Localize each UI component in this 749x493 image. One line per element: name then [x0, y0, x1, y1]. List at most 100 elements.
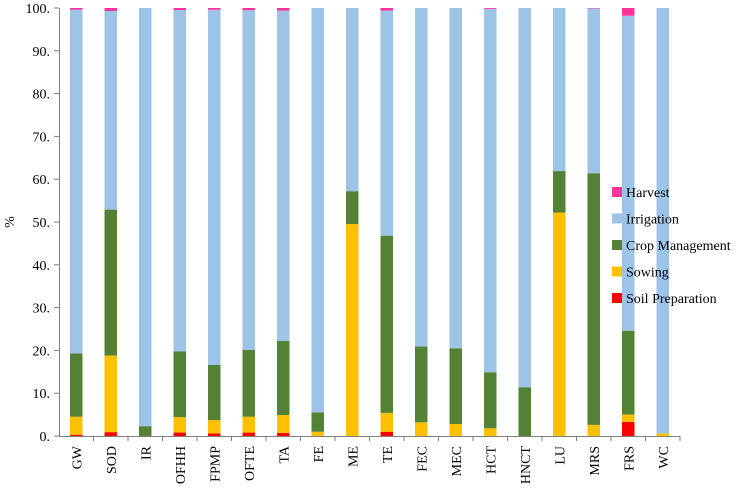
y-tick-label: 90.	[33, 45, 51, 60]
bar-segment	[587, 8, 600, 174]
bar-segment	[553, 171, 566, 213]
category-label: MRS	[588, 446, 603, 476]
bar-segment	[104, 432, 117, 436]
y-tick-label: 30.	[33, 302, 51, 317]
bar-segment	[587, 173, 600, 425]
bar-segment	[242, 8, 255, 11]
bar-segment	[104, 209, 117, 356]
y-axis-ticks: 0. 10. 20. 30. 40. 50. 60. 70. 80. 90. 100.	[26, 2, 59, 445]
x-axis-labels: GW SOD IR OFHH FPMP OFTE TA FE ME TE FEC MEC HCT HNCT…	[70, 436, 681, 485]
bar-segment	[208, 420, 221, 434]
category-label: FRS	[622, 446, 637, 471]
bar-segment	[70, 434, 83, 436]
bar-segment	[311, 412, 324, 432]
bar-segment	[380, 8, 393, 11]
category-label: FPMP	[208, 446, 223, 482]
bar-segment	[70, 9, 83, 354]
bar-segment	[346, 8, 359, 192]
bar-segment	[242, 416, 255, 433]
legend-swatch	[612, 213, 622, 224]
y-axis-title: %	[3, 216, 18, 228]
bar-segment	[380, 431, 393, 436]
bar-segment	[415, 8, 428, 347]
bar-segment	[242, 10, 255, 350]
bar-segment	[139, 8, 152, 427]
bar-segment	[242, 432, 255, 436]
bar-segment	[449, 424, 462, 436]
y-tick-label: 10.	[33, 387, 51, 402]
legend-swatch	[612, 293, 622, 303]
bar-segment	[277, 415, 290, 434]
bar-segment	[242, 349, 255, 417]
bar-segment	[484, 8, 497, 9]
bar-segment	[208, 433, 221, 436]
bar-segment	[553, 212, 566, 436]
bar-segment	[70, 8, 83, 10]
bar-segment	[277, 340, 290, 416]
bar-segment	[449, 348, 462, 425]
legend-swatch	[612, 187, 622, 197]
legend-label: Harvest	[626, 186, 670, 201]
bar-segment	[173, 8, 186, 11]
bar-segment	[380, 235, 393, 413]
bar-segment	[173, 10, 186, 352]
legend-label: Sowing	[626, 266, 669, 281]
category-label: HNCT	[519, 446, 534, 485]
bar-segment	[277, 10, 290, 341]
y-tick-label: 100.	[26, 2, 51, 17]
legend-label: Soil Preparation	[626, 292, 717, 307]
bar-segment	[484, 372, 497, 429]
bar-segment	[311, 8, 324, 413]
bar-segment	[346, 224, 359, 436]
bar-segment	[70, 416, 83, 435]
legend-swatch	[612, 266, 622, 277]
category-label: MEC	[450, 446, 465, 476]
category-label: ME	[346, 446, 361, 467]
bar-segment	[104, 355, 117, 433]
bar-segment	[208, 364, 221, 421]
bar-segment	[70, 353, 83, 417]
bar-segment	[518, 387, 531, 436]
bar-segment	[518, 8, 531, 388]
bar-segment	[104, 10, 117, 210]
bar-segment	[139, 426, 152, 436]
bar-segment	[208, 8, 221, 10]
bar-segment	[208, 9, 221, 365]
bar-segment	[622, 15, 635, 331]
bar-segment	[484, 428, 497, 436]
category-label: LU	[553, 446, 568, 465]
bar-segment	[622, 421, 635, 436]
bar-segment	[622, 8, 635, 16]
bar-segment	[380, 10, 393, 236]
y-tick-label: 70.	[33, 130, 51, 145]
legend-label: Irrigation	[626, 213, 679, 228]
legend: Harvest Irrigation Crop Management Sowing So…	[612, 186, 731, 307]
y-tick-label: 0.	[40, 430, 51, 445]
category-label: OFHH	[174, 446, 189, 484]
bar-segment	[380, 412, 393, 432]
category-label: WC	[657, 446, 672, 469]
bar-segment	[415, 422, 428, 436]
legend-label: Crop Management	[626, 239, 731, 254]
bar-segment	[173, 417, 186, 433]
bar-segment	[553, 8, 566, 172]
bar-segment	[622, 414, 635, 422]
bar-segment	[415, 346, 428, 423]
category-label: FE	[312, 446, 327, 462]
bar-segment	[277, 8, 290, 11]
bar-segment	[449, 8, 462, 349]
bar-segment	[311, 431, 324, 436]
y-tick-label: 80.	[33, 88, 51, 103]
bar-segment	[587, 424, 600, 436]
category-label: TA	[277, 445, 292, 463]
bar-segment	[173, 351, 186, 418]
category-label: IR	[139, 445, 154, 460]
bars	[70, 8, 669, 436]
y-tick-label: 60.	[33, 173, 51, 188]
category-label: HCT	[484, 446, 499, 474]
bar-segment	[484, 8, 497, 373]
category-label: TE	[381, 446, 396, 463]
bar-segment	[656, 433, 669, 436]
bar-segment	[104, 8, 117, 11]
